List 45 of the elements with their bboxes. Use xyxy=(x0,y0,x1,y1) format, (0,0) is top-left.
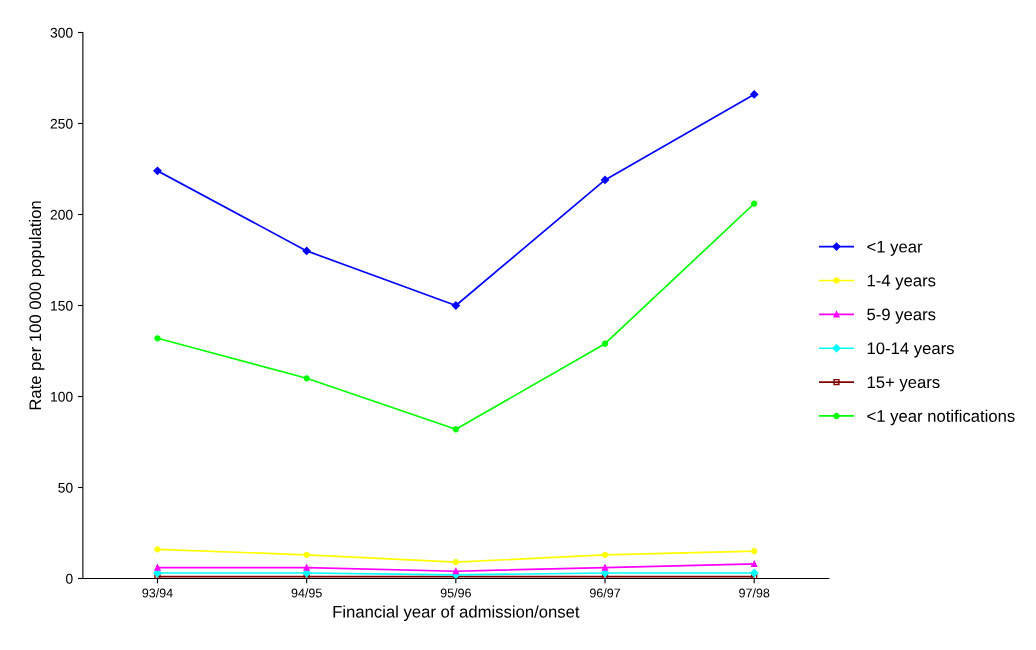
point xyxy=(751,200,758,207)
x-tick-label: 93/94 xyxy=(142,588,173,598)
y-tick-label: 100 xyxy=(51,391,73,402)
point xyxy=(154,546,161,553)
point xyxy=(601,573,609,579)
point xyxy=(751,560,758,568)
point xyxy=(302,246,311,256)
point xyxy=(153,166,162,175)
legend-label: <1 year xyxy=(867,240,923,256)
point xyxy=(750,90,759,99)
point xyxy=(452,558,459,566)
point xyxy=(601,551,609,558)
legend-label: 1-4 years xyxy=(867,274,936,290)
point xyxy=(601,340,609,347)
point xyxy=(750,568,759,578)
point xyxy=(303,551,310,558)
point xyxy=(751,548,758,555)
x-axis-title: Financial year of admission/onset xyxy=(333,605,580,621)
x-tick-label: 97/98 xyxy=(739,588,770,598)
point xyxy=(303,573,310,579)
point xyxy=(601,564,609,571)
y-tick-label: 200 xyxy=(50,209,73,220)
point xyxy=(452,426,459,433)
point xyxy=(751,573,758,579)
point xyxy=(154,335,161,342)
legend-label: 10-14 years xyxy=(867,342,954,358)
y-tick-label: 300 xyxy=(50,27,73,38)
y-tick-label: 250 xyxy=(50,118,73,129)
x-tick-label: 95/96 xyxy=(440,588,471,598)
legend-label: 5-9 years xyxy=(867,308,936,324)
point xyxy=(303,375,310,382)
point xyxy=(451,301,460,310)
x-tick-label: 94/95 xyxy=(291,588,322,598)
point xyxy=(154,564,161,571)
x-tick-label: 96/97 xyxy=(589,588,621,598)
point xyxy=(600,175,610,185)
y-tick-label: 50 xyxy=(58,482,73,493)
legend-label: 15+ years xyxy=(867,376,940,392)
point xyxy=(303,564,310,571)
point xyxy=(154,573,161,579)
point xyxy=(452,568,459,575)
y-tick-label: 0 xyxy=(65,573,73,584)
y-tick-label: 150 xyxy=(51,300,73,311)
y-axis-title: Rate per 100 000 population xyxy=(28,201,45,410)
legend-label: <1 year notifications xyxy=(867,409,1015,426)
